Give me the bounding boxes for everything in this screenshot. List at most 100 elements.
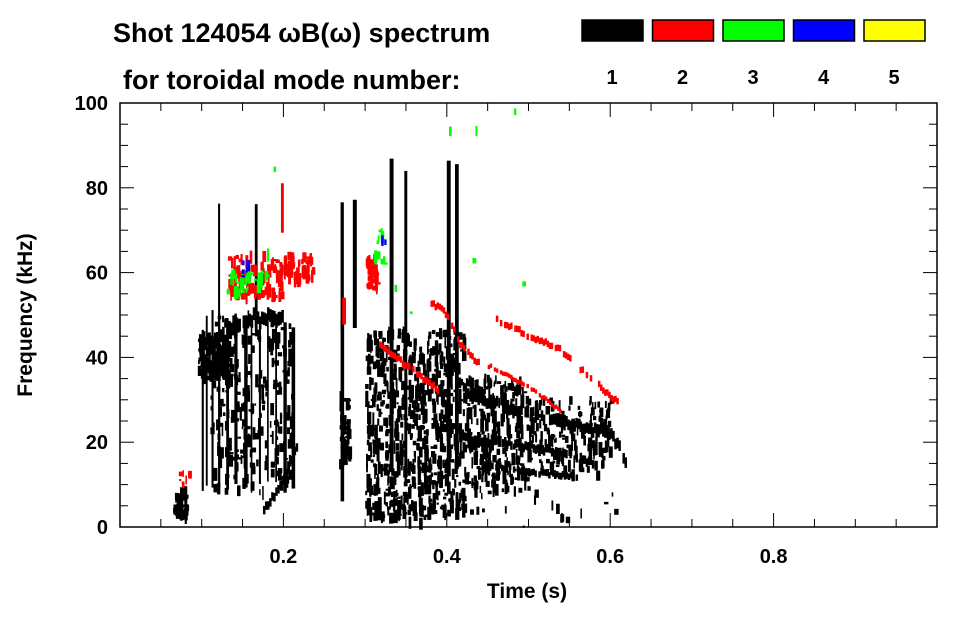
mode-1-trace-cell — [252, 307, 256, 321]
mode-2-trace-cell — [424, 376, 427, 383]
mode-1-blob-cell — [174, 504, 179, 508]
mode-1-blob-cell — [438, 343, 442, 353]
mode-1-blob-cell — [438, 413, 442, 422]
mode-1-blob-cell — [247, 371, 251, 376]
mode-1-trace-cell — [232, 315, 235, 329]
mode-1-blob-cell — [412, 440, 417, 446]
x-tick-label: 0.4 — [433, 546, 462, 568]
mode-1-trace-cell — [283, 474, 286, 483]
mode-1-trace-cell — [226, 325, 229, 339]
mode-1-blob-cell — [506, 482, 509, 491]
mode-1-trace-cell — [277, 484, 280, 494]
mode-1-blob-cell — [370, 424, 374, 437]
mode-1-blob-cell — [372, 454, 376, 457]
mode-1-blob-cell — [377, 461, 381, 475]
mode-1-blob-cell — [254, 330, 260, 337]
mode-1-blob-cell — [491, 437, 494, 451]
mode-2-blob-cell — [301, 258, 304, 265]
mode-2-trace-cell — [450, 322, 454, 329]
mode-1-blob-cell — [289, 332, 293, 345]
mode-2-trace-cell — [608, 391, 611, 399]
mode-1-blob-cell — [521, 386, 524, 399]
mode-2-blob-cell — [276, 269, 278, 275]
mode-1-blob-cell — [404, 494, 408, 503]
mode-1-blob-cell — [242, 343, 245, 349]
mode-1-blob-cell — [455, 474, 459, 478]
mode-1-blob-cell — [451, 468, 455, 480]
mode-1-blob-cell — [474, 379, 479, 389]
mode-3-blob-cell — [394, 284, 398, 292]
mode-1-blob-cell — [422, 505, 427, 509]
mode-1-blob-cell — [421, 393, 426, 406]
mode-1-blob-cell — [369, 339, 373, 352]
mode-1-blob-cell — [262, 485, 264, 500]
mode-1-blob-cell — [401, 433, 404, 441]
mode-1-blob-cell — [248, 354, 251, 364]
mode-2-trace-cell — [522, 382, 525, 387]
mode-2-blob-cell — [236, 265, 241, 279]
mode-1-blob-cell — [484, 449, 487, 460]
mode-1-blob-cell — [432, 401, 437, 414]
mode-1-trace-cell — [540, 467, 543, 475]
mode-1-blob-cell — [367, 421, 371, 429]
mode-1-blob-cell — [441, 445, 447, 453]
mode-1-trace-cell — [614, 438, 617, 450]
mode-2-trace-cell — [522, 330, 525, 338]
mode-1-blob-cell — [286, 379, 290, 384]
mode-2-trace-cell — [538, 337, 542, 345]
mode-1-blob-cell — [457, 401, 462, 414]
mode-1-blob-cell — [398, 405, 402, 418]
mode-1-blob-cell — [433, 413, 438, 422]
mode-1-blob-cell — [369, 489, 372, 497]
mode-3-blob-cell — [378, 229, 383, 233]
mode-1-trace-cell — [465, 432, 468, 442]
mode-3-blob-cell — [256, 280, 262, 294]
mode-2-trace-cell — [401, 360, 405, 368]
mode-2-trace-cell — [475, 358, 478, 366]
mode-1-blob-cell — [548, 435, 552, 447]
mode-1-blob-cell — [419, 517, 423, 530]
mode-1-blob-cell — [420, 403, 424, 415]
mode-1-blob-cell — [439, 426, 443, 429]
mode-1-blob-cell — [395, 381, 398, 394]
mode-1-trace-cell — [542, 414, 546, 426]
mode-1-blob-cell — [502, 411, 505, 415]
mode-1-trace-cell — [520, 404, 523, 415]
mode-2-blob-cell — [306, 274, 311, 282]
mode-1-spikes-line — [404, 170, 408, 472]
mode-1-blob-cell — [442, 475, 447, 479]
mode-1-spikes-line — [291, 327, 296, 489]
mode-1-blob-cell — [428, 331, 432, 339]
mode-1-trace-cell — [242, 315, 246, 329]
mode-1-blob-cell — [510, 398, 515, 402]
mode-1-blob-cell — [482, 447, 485, 459]
mode-1-blob-cell — [515, 448, 518, 463]
mode-1-trace-cell — [514, 439, 517, 449]
mode-1-trace-cell — [530, 440, 534, 449]
mode-1-blob-cell — [376, 404, 379, 411]
mode-1-blob-cell — [436, 423, 440, 434]
mode-1-trace-cell — [463, 432, 466, 441]
mode-2-trace-cell — [542, 395, 546, 400]
mode-2-blob-cell — [311, 267, 316, 275]
mode-1-blob-cell — [219, 406, 223, 417]
mode-1-trace-cell — [528, 441, 531, 451]
mode-1-blob-cell — [179, 500, 184, 513]
mode-1-blob-cell — [420, 388, 424, 391]
mode-2-trace-cell — [614, 395, 617, 403]
mode-1-spikes-line — [283, 322, 287, 493]
mode-1-blob-cell — [373, 463, 377, 468]
mode-1-blob-cell — [213, 483, 218, 493]
mode-1-blob-cell — [394, 366, 397, 379]
mode-1-trace-cell — [469, 391, 472, 402]
mode-2-trace-cell — [436, 387, 440, 395]
mode-1-blob-cell — [422, 410, 426, 421]
mode-1-blob-cell — [381, 389, 387, 395]
mode-1-trace-cell — [271, 310, 274, 323]
mode-1-blob-cell — [463, 337, 467, 350]
mode-1-blob-cell — [367, 406, 369, 413]
mode-1-blob-cell — [569, 396, 573, 405]
mode-1-blob-cell — [237, 391, 241, 395]
mode-3-blob-cell — [409, 311, 413, 315]
mode-1-blob-cell — [214, 321, 219, 327]
